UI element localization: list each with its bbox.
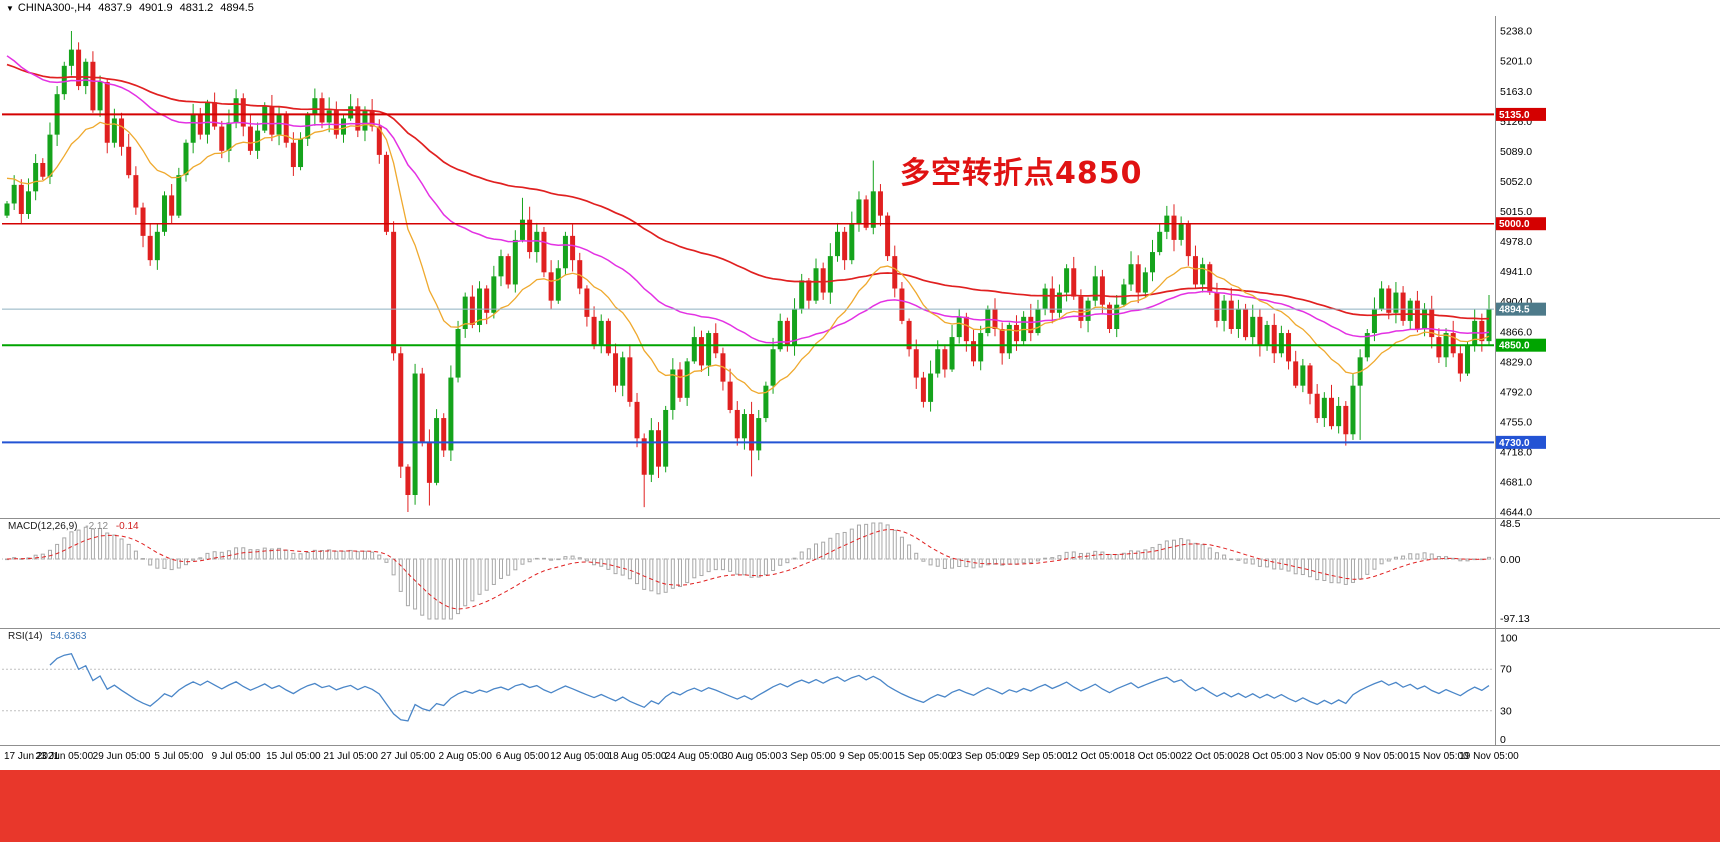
macd-axis-label: 0.00 (1500, 554, 1521, 566)
ohlc-close: 4894.5 (220, 2, 254, 14)
time-axis-label: 3 Nov 05:00 (1297, 751, 1352, 762)
price-tag: 4850.0 (1496, 338, 1546, 352)
price-axis-label: 4792.0 (1500, 387, 1532, 399)
symbol-info-bar: ▼ CHINA300-,H4 4837.9 4901.9 4831.2 4894… (0, 0, 1720, 16)
macd-label: MACD(12,26,9) (8, 521, 78, 532)
time-axis-label: 19 Nov 05:00 (1459, 751, 1519, 762)
ma-fast-orange (6, 121, 1490, 394)
svg-text:4894.5: 4894.5 (1499, 305, 1530, 316)
time-axis-label: 6 Aug 05:00 (495, 751, 550, 762)
price-tag: 4730.0 (1496, 435, 1546, 449)
time-axis-label: 29 Jun 05:00 (92, 751, 151, 762)
time-axis-label: 23 Jun 05:00 (35, 751, 94, 762)
rsi-panel[interactable]: 100 70 30 0 (0, 628, 1720, 745)
rsi-value: 54.6363 (50, 631, 87, 642)
time-axis-label: 3 Sep 05:00 (781, 751, 836, 762)
rsi-line (49, 652, 1490, 722)
price-axis-label: 4978.0 (1500, 236, 1532, 248)
price-axis-label: 4718.0 (1500, 447, 1532, 459)
rsi-axis-label: 100 (1500, 633, 1518, 645)
price-axis-label: 5052.0 (1500, 176, 1532, 188)
triangle-down-icon: ▼ (6, 3, 14, 13)
rsi-indicator-label: RSI(14) 54.6363 (8, 631, 91, 642)
price-axis-label: 5238.0 (1500, 26, 1532, 38)
svg-text:4850.0: 4850.0 (1499, 341, 1530, 352)
main-price-chart[interactable]: 5238.05201.05163.05126.05089.05052.05015… (0, 16, 1720, 518)
svg-text:4730.0: 4730.0 (1499, 438, 1530, 449)
macd-axis-label: -97.13 (1500, 613, 1530, 625)
macd-histogram (5, 522, 1491, 620)
price-tag: 4894.5 (1496, 302, 1546, 316)
price-axis-labels: 5238.05201.05163.05126.05089.05052.05015… (1500, 26, 1532, 519)
rsi-axis-label: 70 (1500, 664, 1512, 676)
time-axis-label: 21 Jul 05:00 (323, 751, 378, 762)
time-axis-label: 22 Oct 05:00 (1181, 751, 1239, 762)
time-axis-label: 27 Jul 05:00 (380, 751, 436, 762)
price-axis-label: 5163.0 (1500, 86, 1532, 98)
horizontal-levels (2, 113, 1494, 444)
price-tag: 5135.0 (1496, 107, 1546, 121)
time-axis-label: 23 Sep 05:00 (950, 751, 1011, 762)
time-axis-label: 12 Aug 05:00 (550, 751, 610, 762)
macd-value-signal: -0.14 (115, 521, 139, 532)
time-axis-label: 15 Nov 05:00 (1409, 751, 1469, 762)
ma-slow-red (6, 63, 1490, 320)
time-axis-label: 2 Aug 05:00 (438, 751, 492, 762)
time-axis-label: 17 Jun 2021 (4, 751, 60, 762)
price-axis-label: 4941.0 (1500, 266, 1532, 278)
time-axis-label: 12 Oct 05:00 (1066, 751, 1124, 762)
ohlc-high: 4901.9 (138, 2, 173, 14)
price-axis-label: 4866.0 (1500, 327, 1532, 339)
svg-text:5135.0: 5135.0 (1499, 110, 1530, 121)
time-axis-label: 15 Jul 05:00 (266, 751, 321, 762)
time-axis-label: 18 Oct 05:00 (1123, 751, 1182, 762)
macd-signal-line (6, 528, 1490, 610)
time-axis: 17 Jun 2021 23 Jun 05:00 29 Jun 05:00 5 Jul… (0, 745, 1720, 770)
macd-indicator-label: MACD(12,26,9) -2.12 -0.14 (8, 521, 144, 532)
price-axis-label: 4644.0 (1500, 507, 1532, 519)
price-axis-label: 5015.0 (1500, 206, 1532, 218)
time-axis-label: 29 Sep 05:00 (1008, 751, 1068, 762)
ohlc-low: 4831.2 (179, 2, 214, 14)
time-axis-label: 24 Aug 05:00 (664, 751, 724, 762)
time-axis-label: 15 Sep 05:00 (893, 751, 954, 762)
ma-mid-magenta (6, 55, 1490, 344)
rsi-axis-label: 30 (1500, 705, 1512, 717)
annotation-text: 多空转折点4850 (900, 156, 1143, 191)
time-axis-label: 9 Sep 05:00 (839, 751, 894, 762)
price-axis-label: 4755.0 (1500, 417, 1532, 429)
bottom-red-banner (0, 770, 1720, 842)
ohlc-open: 4837.9 (98, 2, 132, 14)
macd-axis-label: 48.5 (1500, 518, 1521, 530)
macd-value-main: -2.12 (85, 521, 109, 532)
time-axis-label: 30 Aug 05:00 (722, 751, 782, 762)
svg-text:5000.0: 5000.0 (1499, 219, 1530, 230)
time-axis-label: 5 Jul 05:00 (154, 751, 204, 762)
price-axis-label: 4829.0 (1500, 357, 1532, 369)
time-axis-label: 9 Jul 05:00 (211, 751, 261, 762)
time-axis-label: 28 Oct 05:00 (1238, 751, 1296, 762)
time-axis-label: 9 Nov 05:00 (1354, 751, 1409, 762)
candles (4, 31, 1492, 512)
price-axis-label: 5089.0 (1500, 146, 1532, 158)
macd-panel[interactable]: 48.5 0.00 -97.13 (0, 518, 1720, 628)
rsi-label: RSI(14) (8, 631, 43, 642)
price-axis-label: 4681.0 (1500, 477, 1532, 489)
price-axis-label: 5201.0 (1500, 55, 1532, 67)
rsi-axis-label: 0 (1500, 734, 1506, 745)
price-tag: 5000.0 (1496, 217, 1546, 231)
time-axis-label: 18 Aug 05:00 (607, 751, 667, 762)
symbol-timeframe: CHINA300-,H4 (17, 2, 92, 14)
